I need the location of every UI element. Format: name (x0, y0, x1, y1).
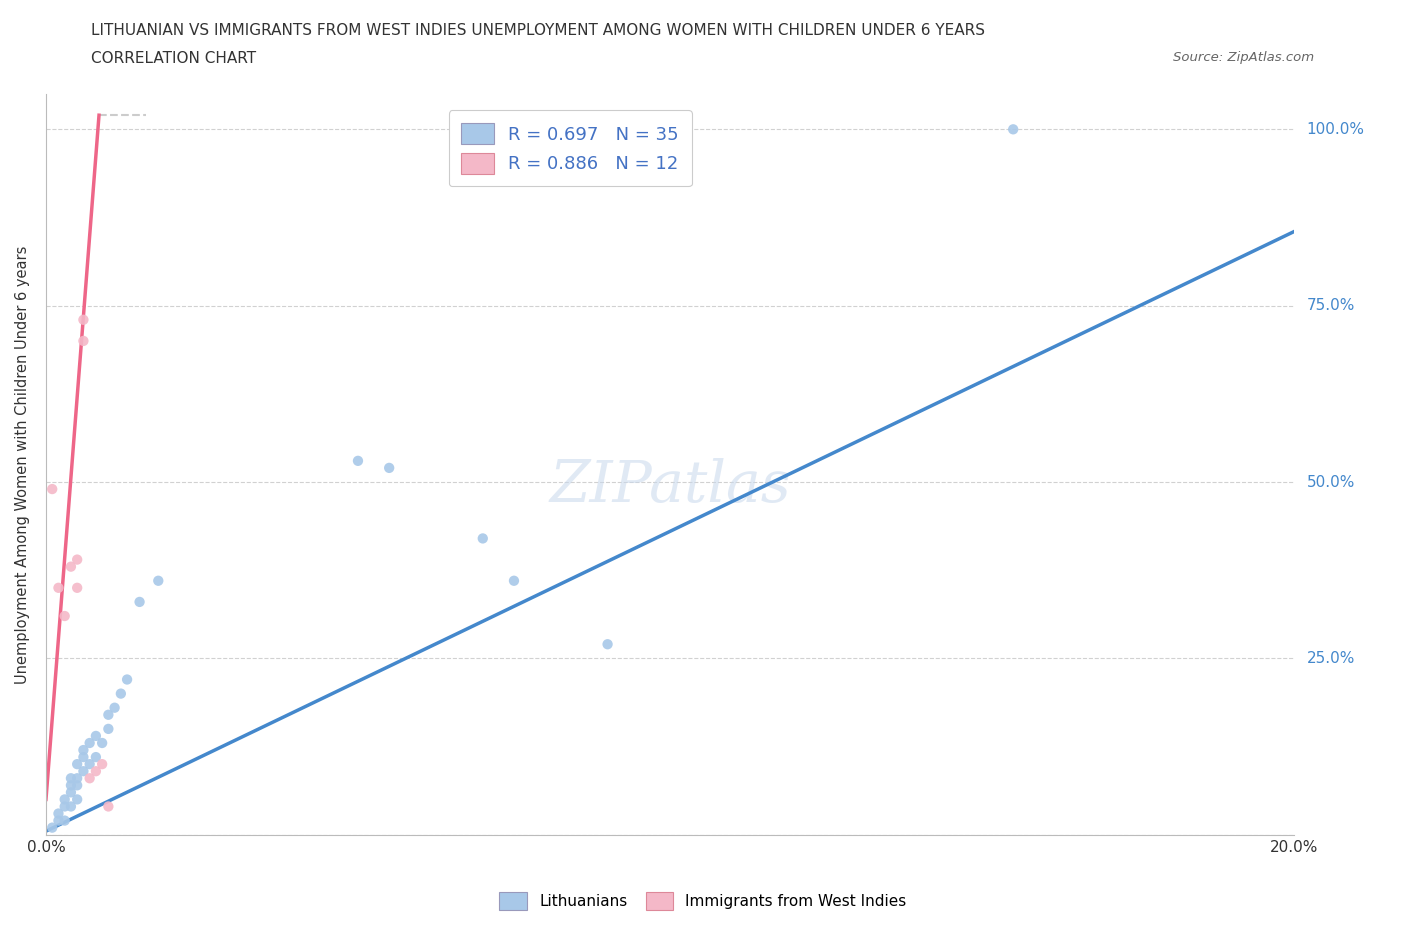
Point (104, 700, 127, 715)
Point (66, 580, 89, 595)
Text: 100.0%: 100.0% (1306, 122, 1364, 137)
Point (66, 552, 89, 567)
Point (471, 531, 494, 546)
Point (59, 559, 82, 574)
Point (148, 573, 170, 588)
Point (84, 764, 107, 778)
Point (97, 722, 120, 737)
Text: Source: ZipAtlas.com: Source: ZipAtlas.com (1174, 51, 1315, 64)
Legend: R = 0.697   N = 35, R = 0.886   N = 12: R = 0.697 N = 35, R = 0.886 N = 12 (449, 111, 692, 187)
Point (59, 777, 82, 792)
Point (128, 594, 150, 609)
Point (79, 771, 101, 786)
Point (503, 573, 526, 588)
Point (347, 454, 370, 469)
Point (79, 757, 101, 772)
Point (66, 777, 89, 792)
Point (84, 728, 107, 743)
Point (66, 792, 89, 807)
Point (48, 806, 70, 821)
Point (110, 686, 132, 701)
Text: ZIPatlas: ZIPatlas (550, 458, 790, 515)
Point (72, 764, 94, 778)
Point (91, 757, 114, 772)
Point (59, 785, 82, 800)
Y-axis label: Unemployment Among Women with Children Under 6 years: Unemployment Among Women with Children U… (15, 246, 30, 684)
Point (59, 771, 82, 786)
Point (97, 799, 120, 814)
Point (79, 736, 101, 751)
Point (66, 757, 89, 772)
Point (1002, 122, 1025, 137)
Point (72, 750, 94, 764)
Point (48, 813, 70, 828)
Point (53, 813, 76, 828)
Point (115, 672, 138, 687)
Point (97, 708, 120, 723)
Point (596, 637, 619, 652)
Point (84, 750, 107, 764)
Point (91, 736, 114, 751)
Text: 25.0%: 25.0% (1306, 651, 1355, 666)
Point (59, 799, 82, 814)
Legend: Lithuanians, Immigrants from West Indies: Lithuanians, Immigrants from West Indies (492, 884, 914, 918)
Point (72, 312, 94, 327)
Point (53, 792, 76, 807)
Text: 75.0%: 75.0% (1306, 299, 1355, 313)
Point (48, 580, 70, 595)
Point (41, 820, 63, 835)
Point (72, 334, 94, 349)
Point (41, 482, 63, 497)
Text: LITHUANIAN VS IMMIGRANTS FROM WEST INDIES UNEMPLOYMENT AMONG WOMEN WITH CHILDREN: LITHUANIAN VS IMMIGRANTS FROM WEST INDIE… (91, 23, 986, 38)
Point (378, 460, 401, 475)
Text: 50.0%: 50.0% (1306, 474, 1355, 489)
Point (72, 742, 94, 757)
Text: CORRELATION CHART: CORRELATION CHART (91, 51, 256, 66)
Point (66, 771, 89, 786)
Point (53, 799, 76, 814)
Point (53, 608, 76, 623)
